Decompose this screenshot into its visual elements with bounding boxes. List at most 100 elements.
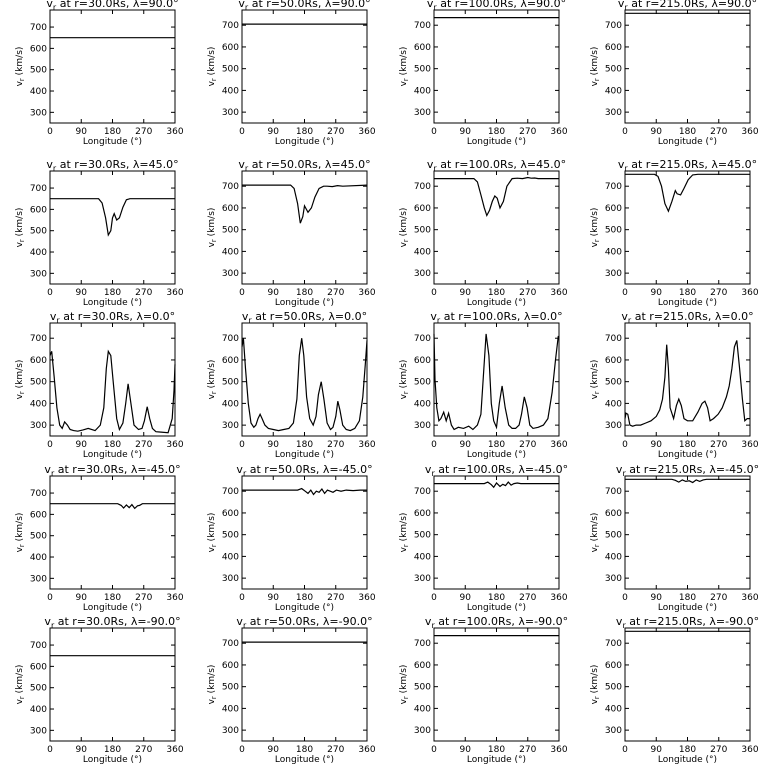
x-tick-label: 0 — [431, 127, 437, 137]
x-axis-label: Longitude (°) — [658, 755, 717, 765]
x-tick-label: 360 — [166, 745, 183, 755]
y-tick-label: 300 — [30, 108, 47, 118]
series-line — [433, 333, 560, 431]
series-line — [241, 338, 368, 432]
y-tick-label: 700 — [222, 639, 239, 649]
y-tick-label: 400 — [414, 552, 431, 562]
x-tick-label: 0 — [47, 440, 53, 450]
panel-title: vr at r=50.0Rs, λ=-45.0° — [236, 463, 372, 478]
y-tick-label: 600 — [222, 661, 239, 671]
y-tick-label: 600 — [605, 661, 622, 671]
panel-title: vr at r=215.0Rs, λ=90.0° — [618, 0, 757, 12]
x-tick-label: 180 — [296, 745, 313, 755]
x-tick-label: 180 — [104, 745, 121, 755]
x-tick-label: 360 — [358, 593, 375, 603]
y-tick-label: 400 — [414, 86, 431, 96]
y-tick-label: 700 — [30, 641, 47, 651]
y-tick-label: 500 — [222, 226, 239, 236]
y-tick-label: 500 — [414, 65, 431, 75]
x-tick-label: 270 — [710, 288, 727, 298]
y-tick-label: 400 — [414, 247, 431, 257]
x-axis-label: Longitude (°) — [658, 450, 717, 460]
y-tick-label: 500 — [414, 683, 431, 693]
panel-title: vr at r=30.0Rs, λ=-45.0° — [44, 463, 180, 478]
series-line — [625, 173, 750, 213]
x-tick-label: 180 — [679, 440, 696, 450]
y-tick-label: 500 — [414, 226, 431, 236]
y-tick-label: 400 — [222, 399, 239, 409]
y-tick-label: 400 — [30, 248, 47, 258]
panel-title: vr at r=50.0Rs, λ=0.0° — [242, 310, 367, 325]
y-tick-label: 700 — [30, 489, 47, 499]
x-tick-label: 270 — [519, 288, 536, 298]
y-tick-label: 700 — [222, 334, 239, 344]
y-axis-label: vr (km/s) — [207, 208, 218, 248]
x-tick-label: 90 — [460, 288, 472, 298]
x-tick-label: 0 — [47, 288, 53, 298]
y-tick-label: 500 — [30, 684, 47, 694]
x-tick-label: 0 — [622, 127, 628, 137]
x-tick-label: 360 — [550, 440, 567, 450]
x-tick-label: 360 — [166, 127, 183, 137]
x-axis-label: Longitude (°) — [83, 298, 142, 308]
y-tick-label: 500 — [30, 378, 47, 388]
x-tick-label: 0 — [239, 288, 245, 298]
x-tick-label: 90 — [651, 127, 663, 137]
x-tick-label: 90 — [76, 288, 88, 298]
x-tick-label: 180 — [296, 593, 313, 603]
panel-title: vr at r=50.0Rs, λ=-90.0° — [236, 615, 372, 630]
y-tick-label: 600 — [414, 204, 431, 214]
y-axis-label: vr (km/s) — [15, 513, 26, 553]
x-tick-label: 360 — [358, 440, 375, 450]
x-tick-label: 270 — [710, 745, 727, 755]
x-tick-label: 270 — [327, 127, 344, 137]
y-tick-label: 300 — [414, 421, 431, 431]
y-tick-label: 700 — [605, 487, 622, 497]
y-axis-label: vr (km/s) — [15, 47, 26, 87]
x-tick-label: 270 — [710, 127, 727, 137]
x-tick-label: 0 — [239, 745, 245, 755]
x-axis-label: Longitude (°) — [467, 603, 526, 613]
x-tick-label: 180 — [296, 288, 313, 298]
y-axis-label: vr (km/s) — [399, 665, 410, 705]
y-tick-label: 300 — [222, 574, 239, 584]
x-tick-label: 90 — [76, 593, 88, 603]
y-tick-label: 600 — [30, 356, 47, 366]
panel-title: vr at r=30.0Rs, λ=0.0° — [50, 310, 175, 325]
series-line — [242, 487, 367, 496]
x-tick-label: 90 — [651, 440, 663, 450]
x-tick-label: 0 — [622, 288, 628, 298]
y-axis-label: vr (km/s) — [590, 513, 601, 553]
y-tick-label: 500 — [30, 66, 47, 76]
x-axis-label: Longitude (°) — [275, 450, 334, 460]
y-tick-label: 600 — [222, 204, 239, 214]
x-tick-label: 0 — [239, 127, 245, 137]
y-tick-label: 300 — [414, 269, 431, 279]
y-tick-label: 700 — [414, 639, 431, 649]
y-tick-label: 400 — [222, 86, 239, 96]
y-tick-label: 600 — [30, 662, 47, 672]
x-axis-label: Longitude (°) — [275, 755, 334, 765]
x-tick-label: 270 — [135, 440, 152, 450]
y-tick-label: 400 — [605, 704, 622, 714]
x-tick-label: 90 — [651, 288, 663, 298]
x-tick-label: 360 — [741, 745, 758, 755]
x-tick-label: 270 — [135, 288, 152, 298]
y-axis-label: vr (km/s) — [207, 47, 218, 87]
y-tick-label: 600 — [222, 43, 239, 53]
y-tick-label: 500 — [605, 226, 622, 236]
x-tick-label: 270 — [327, 440, 344, 450]
y-tick-label: 300 — [30, 421, 47, 431]
x-tick-label: 270 — [519, 127, 536, 137]
x-axis-label: Longitude (°) — [658, 603, 717, 613]
series-line — [50, 503, 175, 510]
series-line — [50, 198, 175, 237]
